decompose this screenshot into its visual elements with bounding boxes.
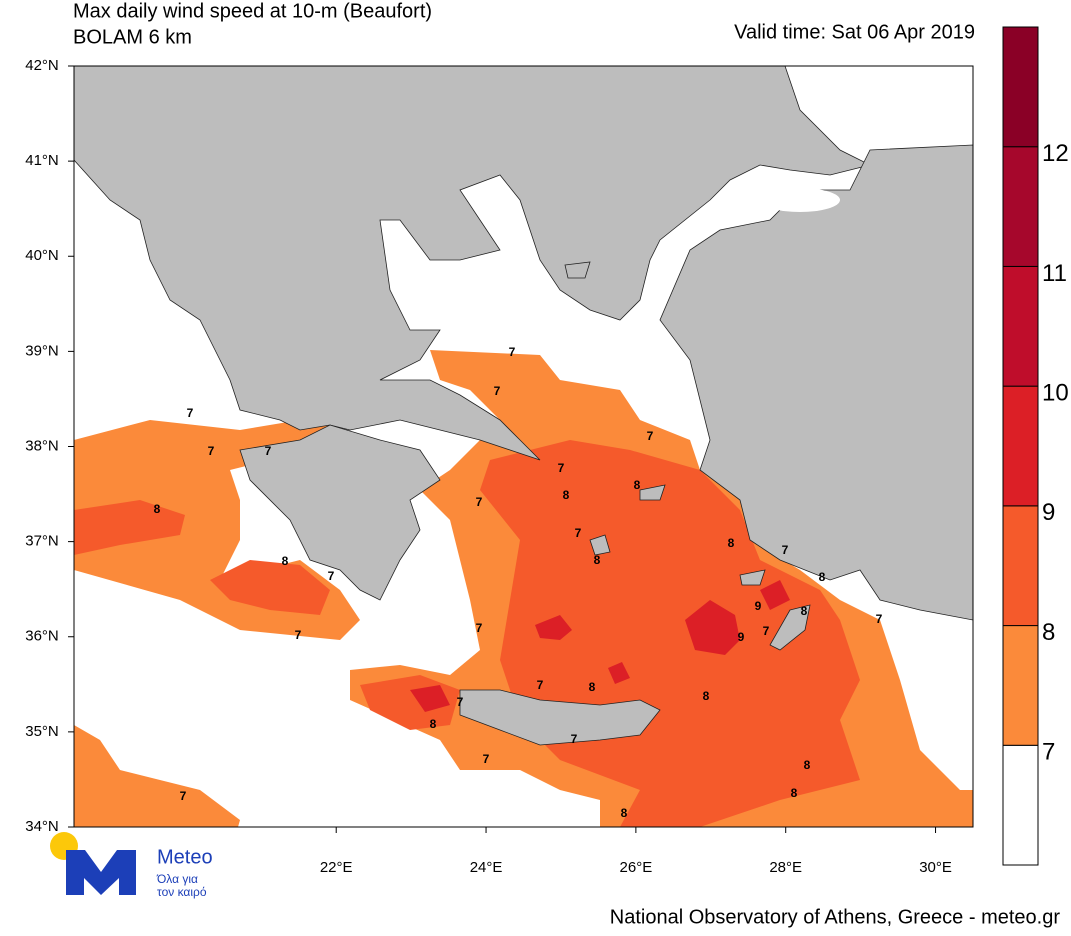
contour-label: 7 — [571, 732, 578, 746]
contour-label: 8 — [430, 717, 437, 731]
contour-label: 7 — [457, 695, 464, 709]
contour-label: 8 — [634, 478, 641, 492]
contour-label: 8 — [804, 758, 811, 772]
contour-label: 7 — [558, 461, 565, 475]
x-tick-label: 22°E — [320, 859, 353, 876]
colorbar-segment — [1002, 265, 1039, 387]
contour-label: 9 — [755, 599, 762, 613]
contour-label: 7 — [483, 752, 490, 766]
subtitle: BOLAM 6 km — [73, 26, 192, 48]
footer: National Observatory of Athens, Greece -… — [610, 906, 1061, 928]
contour-label: 7 — [782, 543, 789, 557]
contour-label: 8 — [594, 553, 601, 567]
contour-label: 7 — [575, 526, 582, 540]
contour-label: 7 — [647, 429, 654, 443]
x-tick-label: 30°E — [919, 859, 952, 876]
wind-9 — [410, 580, 790, 712]
logo-name: Meteo — [157, 846, 213, 868]
y-tick-label: 40°N — [25, 247, 59, 264]
x-tick-label: 28°E — [769, 859, 802, 876]
contour-label: 7 — [476, 621, 483, 635]
y-tick-label: 37°N — [25, 533, 59, 550]
contour-label: 7 — [763, 624, 770, 638]
colorbar-segment — [1002, 146, 1039, 267]
x-tick-label: 26°E — [620, 859, 653, 876]
contour-label: 7 — [876, 612, 883, 626]
contour-label: 8 — [728, 536, 735, 550]
y-tick-label: 35°N — [25, 723, 59, 740]
colorbar-segment — [1002, 385, 1039, 507]
colorbar-segment — [1002, 625, 1039, 746]
contour-label: 7 — [265, 444, 272, 458]
logo: Meteo Όλα για τον καιρό — [50, 832, 213, 899]
contour-label: 8 — [791, 786, 798, 800]
y-tick-label: 42°N — [25, 57, 59, 74]
colorbar-segment — [1002, 26, 1039, 148]
title: Max daily wind speed at 10-m (Beaufort) — [73, 0, 432, 22]
y-tick-label: 38°N — [25, 437, 59, 454]
x-tick-label: 24°E — [470, 859, 503, 876]
logo-tagline: Όλα για — [156, 872, 198, 886]
contour-label: 7 — [180, 789, 187, 803]
y-tick-label: 39°N — [25, 342, 59, 359]
contour-label: 7 — [187, 406, 194, 420]
colorbar-label: 7 — [1042, 739, 1055, 766]
contour-label: 7 — [295, 628, 302, 642]
y-tick-label: 36°N — [25, 628, 59, 645]
contour-label: 8 — [703, 689, 710, 703]
contour-label: 8 — [621, 806, 628, 820]
marmara — [760, 188, 840, 212]
contour-label: 7 — [494, 384, 501, 398]
land — [74, 66, 973, 746]
colorbar-label: 12 — [1042, 140, 1069, 167]
colorbar-label: 9 — [1042, 499, 1055, 526]
contour-label: 8 — [801, 604, 808, 618]
contour-label: 7 — [537, 678, 544, 692]
y-tick-label: 41°N — [25, 152, 59, 169]
colorbar-segment — [1002, 505, 1039, 627]
contour-label: 8 — [154, 502, 161, 516]
map-area — [74, 66, 973, 827]
contour-label: 8 — [563, 488, 570, 502]
contour-label: 7 — [509, 345, 516, 359]
contour-label: 7 — [208, 444, 215, 458]
contour-label: 8 — [589, 680, 596, 694]
logo-tagline: τον καιρό — [157, 885, 207, 899]
valid-time: Valid time: Sat 06 Apr 2019 — [734, 21, 975, 43]
contour-label: 7 — [476, 495, 483, 509]
contour-label: 7 — [328, 569, 335, 583]
y-tick-label: 34°N — [25, 818, 59, 835]
contour-label: 9 — [738, 630, 745, 644]
colorbar-segment — [1002, 744, 1039, 866]
contour-label: 8 — [819, 570, 826, 584]
colorbar-label: 11 — [1042, 260, 1067, 287]
contour-label: 8 — [282, 554, 289, 568]
colorbar-label: 8 — [1042, 619, 1055, 646]
colorbar-label: 10 — [1042, 379, 1069, 406]
